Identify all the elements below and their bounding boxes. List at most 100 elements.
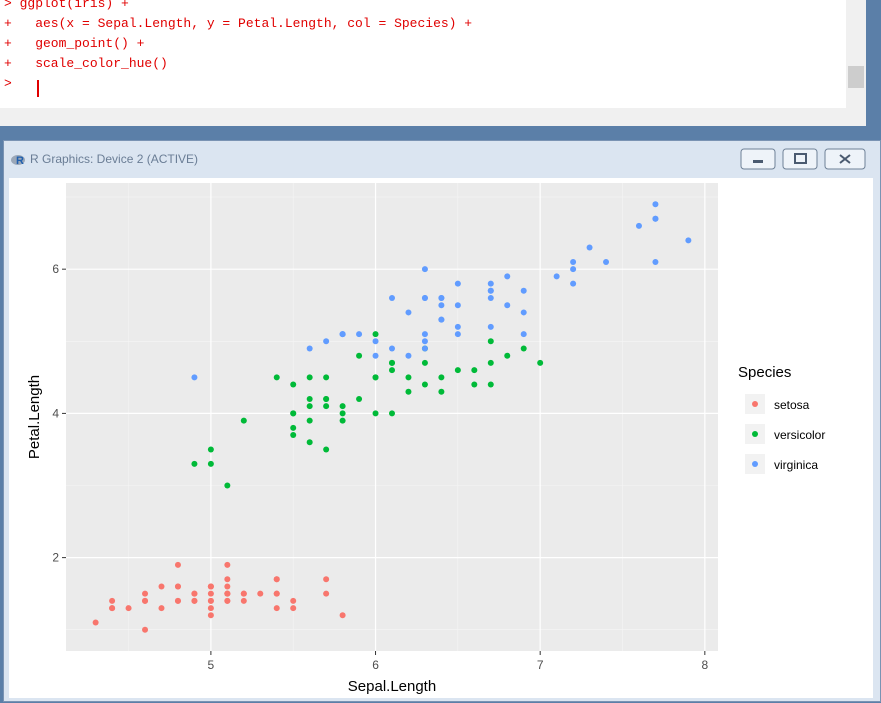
point	[224, 583, 231, 590]
point	[487, 338, 494, 345]
point	[487, 295, 494, 302]
point	[323, 576, 330, 583]
point	[635, 222, 642, 229]
point	[142, 597, 149, 604]
point	[487, 323, 494, 330]
legend-title: Species	[738, 364, 791, 381]
point	[438, 374, 445, 381]
point	[224, 561, 231, 568]
point	[421, 338, 428, 345]
point	[537, 359, 544, 366]
point	[273, 374, 280, 381]
point	[570, 280, 577, 287]
panel	[66, 183, 718, 651]
point	[306, 395, 313, 402]
horizontal-scrollbar[interactable]	[0, 108, 866, 126]
point	[191, 374, 198, 381]
cursor	[37, 80, 39, 97]
point	[290, 381, 297, 388]
console-line: > ggplot(iris) +	[4, 0, 129, 11]
point	[290, 605, 297, 612]
point	[454, 367, 461, 374]
legend-marker	[752, 401, 758, 407]
point	[339, 331, 346, 338]
y-tick-label: 2	[52, 551, 59, 565]
point	[306, 345, 313, 352]
point	[487, 287, 494, 294]
x-tick-label: 6	[372, 658, 379, 672]
point	[224, 482, 231, 489]
point	[372, 338, 379, 345]
point	[421, 266, 428, 273]
x-tick-label: 8	[701, 658, 708, 672]
x-tick-label: 7	[537, 658, 544, 672]
point	[520, 345, 527, 352]
point	[389, 295, 395, 302]
point	[109, 605, 116, 612]
point	[273, 576, 280, 583]
point	[191, 460, 198, 467]
point	[323, 374, 330, 381]
point	[356, 331, 363, 338]
maximize-button[interactable]	[782, 148, 818, 170]
point	[405, 309, 412, 316]
point	[389, 345, 395, 352]
window-buttons[interactable]	[740, 147, 870, 173]
scroll-thumb[interactable]	[848, 66, 864, 88]
point	[224, 590, 231, 597]
point	[372, 331, 379, 338]
console-line: >	[4, 76, 20, 91]
point	[389, 367, 395, 374]
point	[323, 395, 330, 402]
vertical-scrollbar[interactable]	[846, 0, 866, 108]
point	[273, 590, 280, 597]
point	[207, 446, 214, 453]
point	[257, 590, 264, 597]
point	[306, 417, 313, 424]
legend-label: setosa	[774, 398, 810, 412]
point	[504, 352, 511, 359]
point	[685, 237, 692, 244]
point	[421, 359, 428, 366]
point	[323, 338, 330, 345]
point	[421, 331, 428, 338]
point	[421, 345, 428, 352]
point	[323, 403, 330, 410]
point	[207, 583, 214, 590]
point	[174, 583, 181, 590]
console: > ggplot(iris) + + aes(x = Sepal.Length,…	[0, 0, 866, 108]
point	[570, 266, 577, 273]
point	[240, 597, 247, 604]
point	[454, 323, 461, 330]
point	[405, 352, 412, 359]
svg-text:R: R	[16, 155, 24, 167]
point	[323, 446, 330, 453]
point	[158, 583, 165, 590]
point	[652, 258, 659, 265]
point	[520, 309, 527, 316]
console-line: + geom_point() +	[4, 36, 145, 51]
point	[323, 590, 330, 597]
point	[142, 590, 149, 597]
point	[405, 374, 412, 381]
point	[174, 597, 181, 604]
point	[273, 605, 280, 612]
point	[570, 258, 577, 265]
minimize-button[interactable]	[740, 148, 776, 170]
point	[339, 612, 346, 619]
legend-label: virginica	[774, 458, 818, 472]
point	[389, 410, 395, 417]
point	[207, 612, 214, 619]
point	[520, 331, 527, 338]
point	[438, 316, 445, 323]
point	[306, 403, 313, 410]
chart: 5 6 7 8 2 4 6 Sepal.Length Petal.Length Species se…	[26, 183, 825, 695]
point	[405, 388, 412, 395]
point	[339, 410, 346, 417]
point	[191, 597, 198, 604]
x-tick-label: 5	[208, 658, 215, 672]
point	[504, 273, 511, 280]
point	[174, 561, 181, 568]
point	[339, 403, 346, 410]
